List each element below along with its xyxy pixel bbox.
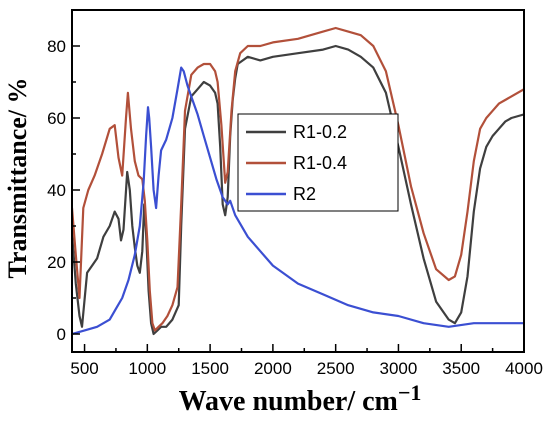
y-tick-label: 20 (47, 253, 66, 272)
legend-label-r1-0-4: R1-0.4 (293, 153, 347, 173)
plot-frame (71, 9, 525, 353)
y-tick-label: 40 (47, 181, 66, 200)
x-tick-label: 3000 (380, 359, 418, 378)
y-tick-label: 80 (47, 37, 66, 56)
x-axis-title: Wave number/ cm−1 (179, 380, 422, 417)
y-tick-labels: 0 20 40 60 80 (47, 37, 66, 344)
x-tick-label: 1000 (128, 359, 166, 378)
x-tick-labels: 500 1000 1500 2000 2500 3000 3500 4000 (70, 359, 543, 378)
legend-label-r1-0-2: R1-0.2 (293, 122, 347, 142)
y-tick-label: 0 (57, 325, 66, 344)
x-tick-label: 1500 (191, 359, 229, 378)
x-tick-label: 3500 (442, 359, 480, 378)
y-axis-title: Transmittance/ % (3, 78, 32, 279)
x-tick-label: 500 (70, 359, 98, 378)
series-layer (72, 26, 524, 336)
x-axis-title-main: Wave number/ cm (179, 386, 398, 417)
axis-ticks (72, 45, 525, 352)
series-line-r2 (72, 66, 524, 336)
plot-clip-group (72, 26, 524, 336)
series-line-r1-0-2 (72, 44, 524, 336)
x-tick-label: 2500 (317, 359, 355, 378)
x-tick-label: 2000 (254, 359, 292, 378)
series-line-r1-0-4 (72, 26, 524, 332)
legend: R1-0.2 R1-0.4 R2 (237, 113, 399, 212)
x-tick-label: 4000 (505, 359, 543, 378)
legend-label-r2: R2 (293, 184, 316, 204)
x-axis-title-superscript: −1 (398, 380, 422, 405)
legend-items: R1-0.2 R1-0.4 R2 (246, 122, 347, 204)
y-tick-label: 60 (47, 109, 66, 128)
